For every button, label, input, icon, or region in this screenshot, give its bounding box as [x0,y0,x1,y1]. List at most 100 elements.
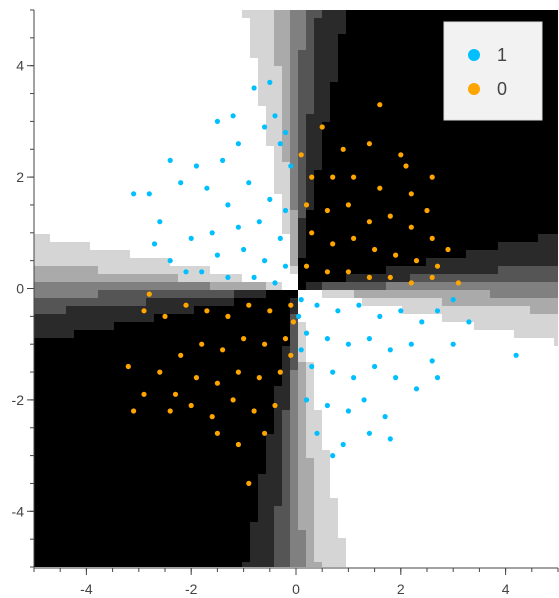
heatmap-cell [226,466,235,475]
heatmap-cell [418,354,427,363]
heatmap-cell [410,442,419,451]
heatmap-cell [170,538,179,547]
heatmap-cell [90,450,99,459]
heatmap-cell [474,394,483,403]
point-class-1 [345,408,351,414]
heatmap-cell [114,26,123,35]
point-class-0 [272,402,278,409]
heatmap-cell [426,218,435,227]
heatmap-cell [42,322,51,331]
heatmap-cell [138,290,147,299]
heatmap-cell [74,74,83,83]
point-class-1 [372,363,378,370]
heatmap-cell [530,178,539,187]
heatmap-cell [490,210,499,219]
heatmap-cell [234,26,243,35]
x-tick-label: 2 [397,581,405,597]
heatmap-cell [394,42,403,51]
heatmap-cell [74,426,83,435]
heatmap-cell [322,450,331,459]
heatmap-cell [218,290,227,299]
heatmap-cell [338,82,347,91]
heatmap-cell [522,450,531,459]
heatmap-cell [370,442,379,451]
heatmap-cell [58,434,67,443]
heatmap-cell [186,98,195,107]
heatmap-cell [346,554,355,563]
heatmap-cell [370,538,379,547]
heatmap-cell [50,354,59,363]
heatmap-cell [202,442,211,451]
heatmap-cell [114,418,123,427]
heatmap-cell [66,330,75,339]
heatmap-cell [138,506,147,515]
heatmap-cell [402,554,411,563]
heatmap-cell [210,482,219,491]
heatmap-cell [402,106,411,115]
heatmap-cell [82,298,91,307]
heatmap-cell [114,266,123,275]
heatmap-cell [218,330,227,339]
heatmap-cell [514,458,523,467]
heatmap-cell [498,250,507,259]
heatmap-cell [306,458,315,467]
heatmap-cell [178,26,187,35]
heatmap-cell [290,450,299,459]
heatmap-cell [58,90,67,99]
heatmap-cell [34,170,43,179]
heatmap-cell [450,530,459,539]
heatmap-cell [122,386,131,395]
heatmap-cell [330,362,339,371]
heatmap-cell [50,298,59,307]
heatmap-cell [474,378,483,387]
heatmap-cell [50,330,59,339]
legend-marker-0 [468,83,480,95]
heatmap-cell [442,562,451,567]
heatmap-cell [210,474,219,483]
heatmap-cell [146,226,155,235]
heatmap-cell [434,178,443,187]
heatmap-cell [194,306,203,315]
heatmap-cell [138,154,147,163]
heatmap-cell [114,74,123,83]
heatmap-cell [530,490,539,499]
heatmap-cell [306,554,315,563]
heatmap-cell [482,458,491,467]
heatmap-cell [338,210,347,219]
heatmap-cell [522,410,531,419]
heatmap-cell [130,18,139,27]
heatmap-cell [530,306,539,315]
heatmap-cell [538,370,547,379]
heatmap-cell [170,34,179,43]
heatmap-cell [298,330,307,339]
heatmap-cell [394,554,403,563]
heatmap-cell [314,322,323,331]
heatmap-cell [274,386,283,395]
heatmap-cell [210,218,219,227]
heatmap-cell [386,202,395,211]
heatmap-cell [466,162,475,171]
heatmap-cell [66,538,75,547]
heatmap-cell [42,162,51,171]
heatmap-cell [434,74,443,83]
heatmap-cell [50,274,59,283]
heatmap-cell [418,538,427,547]
heatmap-cell [138,202,147,211]
heatmap-cell [274,434,283,443]
heatmap-cell [362,394,371,403]
heatmap-cell [386,234,395,243]
heatmap-cell [178,530,187,539]
heatmap-cell [146,106,155,115]
heatmap-cell [58,346,67,355]
y-tick-label: -4 [12,503,25,519]
heatmap-cell [410,490,419,499]
heatmap-cell [346,234,355,243]
heatmap-cell [202,426,211,435]
heatmap-cell [402,10,411,19]
heatmap-cell [434,434,443,443]
heatmap-cell [450,154,459,163]
heatmap-cell [386,386,395,395]
heatmap-cell [154,298,163,307]
point-class-0 [131,408,137,414]
heatmap-cell [330,282,339,291]
